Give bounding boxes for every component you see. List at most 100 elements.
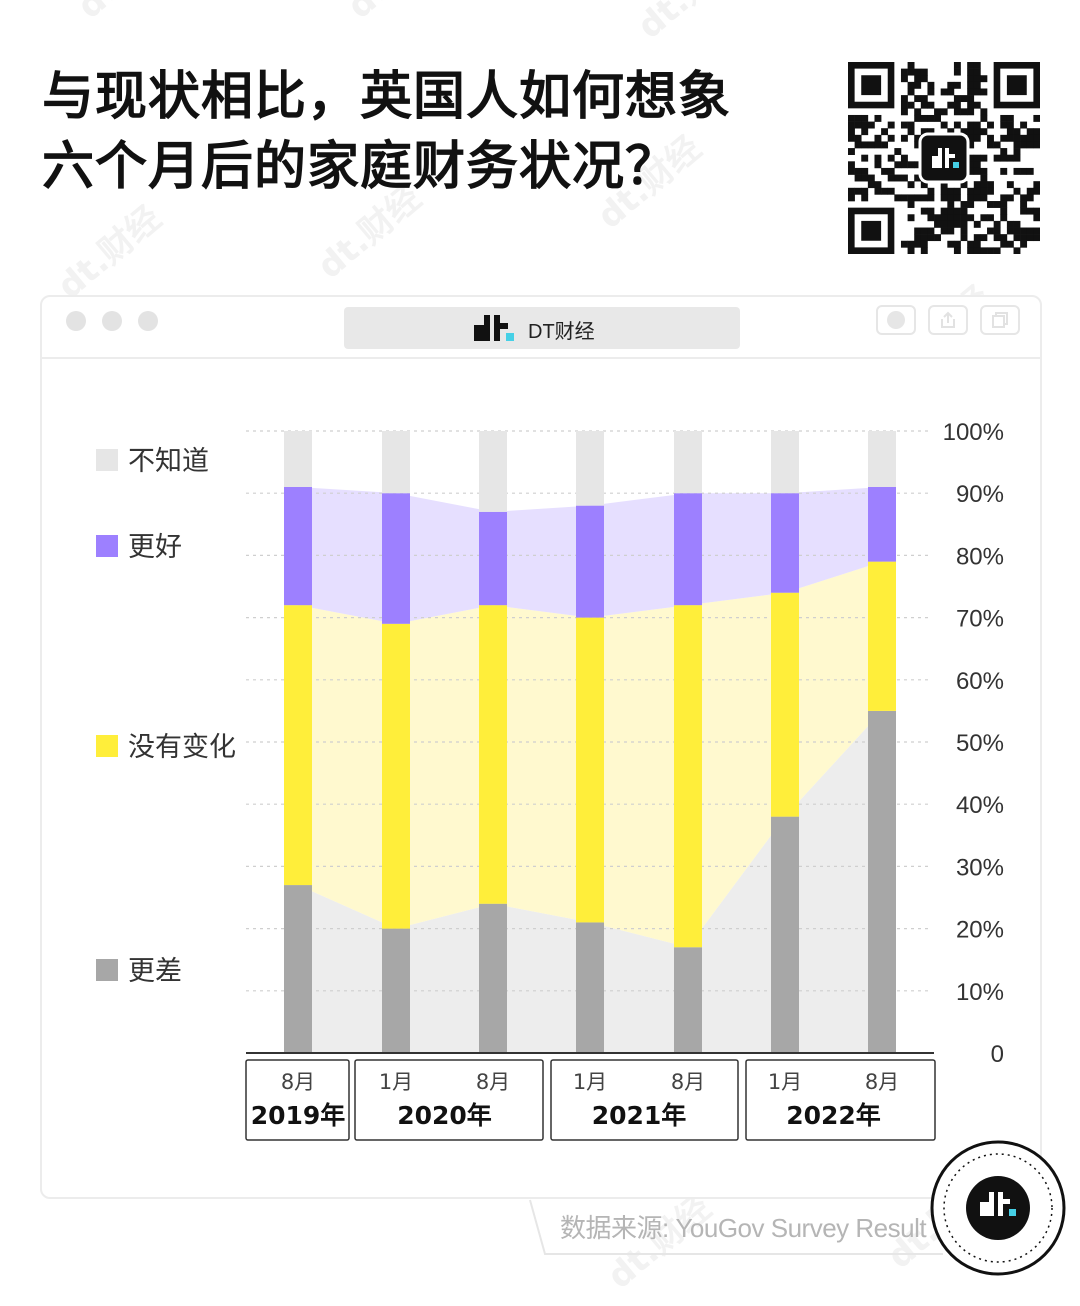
qr-finder: [861, 75, 882, 96]
qr-module: [881, 187, 889, 195]
qr-module: [914, 194, 922, 202]
qr-module: [920, 240, 928, 248]
qr-module: [1033, 187, 1040, 195]
qr-module: [881, 141, 889, 149]
x-month-label: 8月: [865, 1070, 899, 1094]
qr-module: [920, 194, 928, 202]
qr-module: [980, 128, 988, 136]
qr-module: [1026, 134, 1034, 142]
source-frame: [529, 1199, 943, 1255]
year-box: [354, 1059, 544, 1141]
qr-module: [1026, 141, 1034, 149]
qr-module: [1006, 121, 1014, 129]
close-icon[interactable]: [66, 311, 86, 331]
legend-label: 没有变化: [128, 732, 236, 763]
qr-module: [940, 187, 948, 195]
qr-module: [1033, 227, 1040, 235]
qr-module: [1013, 154, 1021, 162]
qr-module: [947, 240, 955, 248]
qr-module: [973, 75, 981, 83]
qr-module: [980, 181, 988, 189]
qr-module: [861, 154, 869, 162]
qr-module: [881, 167, 889, 175]
qr-module: [861, 174, 869, 182]
qr-module: [907, 194, 915, 202]
qr-module: [1000, 240, 1008, 248]
qr-module: [987, 181, 994, 189]
qr-module: [1000, 194, 1008, 202]
qr-module: [887, 167, 895, 175]
bar-segment: [479, 605, 507, 904]
qr-module: [861, 167, 869, 175]
qr-module: [927, 114, 935, 122]
y-tick-label: 60%: [956, 668, 1004, 695]
qr-module: [940, 88, 948, 96]
bar-segment: [284, 605, 312, 886]
qr-module: [874, 114, 882, 122]
share-button[interactable]: [928, 305, 968, 335]
qr-module: [848, 114, 855, 122]
qr-module: [953, 187, 961, 195]
qr-module: [1033, 134, 1040, 142]
qr-module: [973, 181, 981, 189]
qr-module: [987, 201, 994, 208]
bar-segment: [382, 928, 410, 1053]
qr-module: [887, 134, 895, 142]
qr-module: [940, 207, 948, 215]
qr-module: [980, 234, 988, 242]
qr-module: [1026, 227, 1034, 235]
minimize-icon[interactable]: [102, 311, 122, 331]
qr-module: [973, 68, 981, 76]
qr-module: [914, 134, 922, 142]
qr-module: [940, 214, 948, 222]
qr-module: [848, 128, 855, 136]
window-tab[interactable]: DT财经: [344, 307, 740, 349]
legend-label: 不知道: [128, 446, 209, 477]
bar-segment: [284, 431, 312, 487]
qr-module: [967, 68, 975, 76]
qr-module: [861, 141, 869, 149]
qr-module: [973, 128, 981, 136]
window-copy-button[interactable]: [980, 305, 1020, 335]
qr-module: [914, 108, 922, 116]
qr-module: [947, 101, 955, 109]
qr-module: [900, 108, 908, 116]
record-button[interactable]: [876, 305, 916, 335]
qr-module: [993, 234, 1001, 242]
qr-module: [973, 154, 981, 162]
x-month-label: 8月: [476, 1070, 510, 1094]
qr-module: [973, 161, 981, 169]
qr-module: [920, 114, 928, 122]
qr-module: [947, 194, 955, 202]
bar-segment: [868, 561, 896, 711]
bar-segment: [382, 493, 410, 624]
qr-module: [1006, 134, 1014, 142]
qr-module: [993, 154, 1001, 162]
qr-module: [967, 88, 975, 96]
y-tick-label: 90%: [956, 481, 1004, 508]
qr-module: [980, 194, 988, 202]
qr-module: [920, 247, 928, 254]
qr-module: [861, 121, 869, 129]
qr-module: [1033, 128, 1040, 136]
qr-module: [967, 240, 975, 248]
qr-module: [960, 108, 968, 116]
bar-segment: [576, 431, 604, 506]
qr-module: [914, 141, 922, 149]
bar-segment: [674, 947, 702, 1053]
qr-module: [940, 220, 948, 228]
qr-module: [848, 148, 855, 155]
zoom-icon[interactable]: [138, 311, 158, 331]
bar-segment: [674, 431, 702, 494]
qr-module: [874, 134, 882, 142]
qr-module: [914, 68, 922, 76]
qr-module: [900, 68, 908, 76]
qr-module: [967, 214, 975, 222]
bar-segment: [382, 431, 410, 494]
legend-label: 更差: [128, 956, 182, 987]
qr-module: [1013, 128, 1021, 136]
qr-module: [947, 81, 955, 89]
qr-logo: [918, 132, 970, 184]
qr-module: [947, 187, 955, 195]
qr-module: [1020, 207, 1028, 215]
